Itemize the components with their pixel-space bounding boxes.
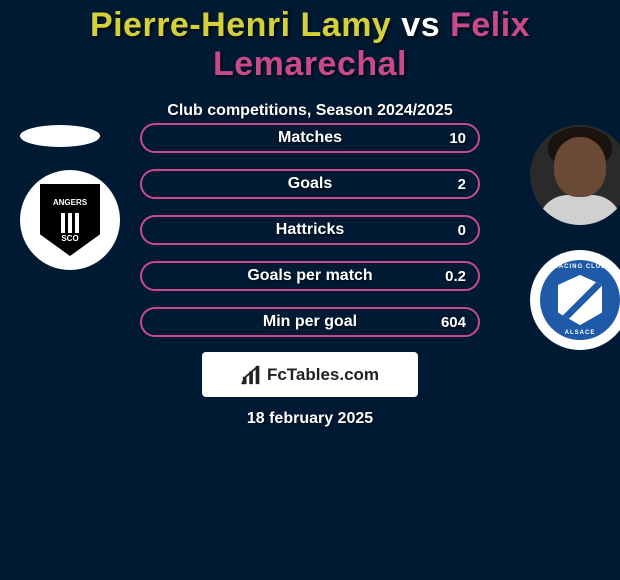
player1-name: Pierre-Henri Lamy — [90, 6, 391, 44]
club-right-text-bottom: ALSACE — [565, 330, 596, 336]
stat-label: Hattricks — [276, 221, 344, 239]
club-right-text-top: RACING CLUB — [554, 264, 607, 270]
stat-row: Goals per match 0.2 — [140, 261, 480, 291]
stat-right-value: 604 — [441, 314, 466, 331]
stat-row: Goals 2 — [140, 169, 480, 199]
stat-right-value: 0.2 — [445, 268, 466, 285]
stat-row: Min per goal 604 — [140, 307, 480, 337]
player1-club-badge: ANGERS SCO — [20, 170, 120, 270]
avatar-head-icon — [554, 137, 606, 197]
branding-badge: FcTables.com — [202, 352, 418, 397]
stat-right-value: 2 — [458, 176, 466, 193]
player2-club-badge: RACING CLUB ALSACE — [530, 250, 620, 350]
strasbourg-diag-icon — [558, 275, 602, 325]
stat-label: Matches — [278, 129, 342, 147]
club-left-text-bottom: SCO — [61, 235, 78, 243]
branding-text: FcTables.com — [267, 365, 379, 385]
angers-shield-icon: ANGERS SCO — [40, 184, 100, 256]
club-left-text-top: ANGERS — [53, 199, 87, 207]
subtitle: Club competitions, Season 2024/2025 — [0, 102, 620, 120]
avatar-shirt-icon — [538, 195, 620, 225]
strasbourg-ring-icon: RACING CLUB ALSACE — [540, 260, 620, 340]
stat-right-value: 0 — [458, 222, 466, 239]
vs-text: vs — [401, 6, 440, 44]
stat-right-value: 10 — [449, 130, 466, 147]
stat-row: Hattricks 0 — [140, 215, 480, 245]
bar-chart-icon — [241, 364, 263, 386]
player1-avatar — [20, 125, 100, 147]
player2-avatar — [530, 125, 620, 225]
stats-panel: Matches 10 Goals 2 Hattricks 0 Goals per match… — [140, 123, 480, 353]
comparison-title: Pierre-Henri Lamy vs Felix Lemarechal — [0, 0, 620, 84]
stat-label: Goals per match — [247, 267, 372, 285]
stat-label: Goals — [288, 175, 332, 193]
stat-label: Min per goal — [263, 313, 357, 331]
angers-stripes-icon — [61, 213, 79, 233]
stat-row: Matches 10 — [140, 123, 480, 153]
date-text: 18 february 2025 — [0, 410, 620, 428]
